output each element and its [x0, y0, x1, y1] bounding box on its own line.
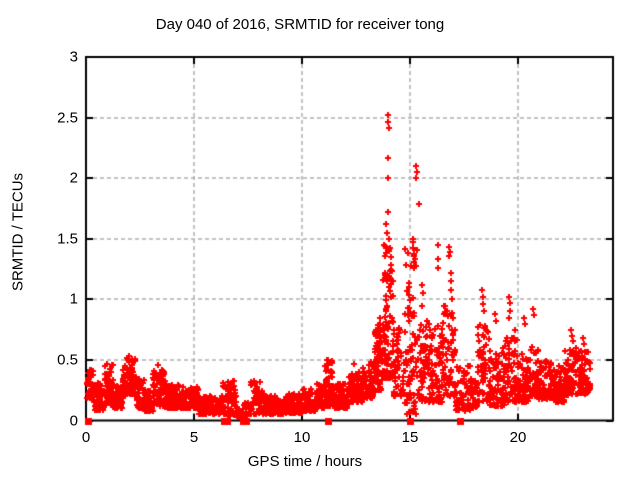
y-tick-label: 2	[69, 169, 78, 187]
x-tick-label: 5	[189, 428, 199, 446]
x-tick-label: 15	[401, 428, 419, 446]
y-tick-label: 0	[69, 412, 78, 429]
y-axis-label: SRMTID / TECUs	[9, 172, 27, 292]
y-tick-label: 2.5	[57, 109, 78, 127]
x-tick-label: 20	[509, 428, 527, 446]
y-tick-label: 0.5	[57, 351, 78, 369]
x-tick-label: 10	[293, 428, 311, 446]
y-tick-label: 1.5	[57, 230, 78, 248]
chart-title: Day 040 of 2016, SRMTID for receiver ton…	[155, 16, 445, 33]
x-tick-label: 0	[81, 428, 91, 446]
y-tick-label: 1	[69, 290, 78, 308]
x-axis-label: GPS time / hours	[247, 453, 363, 470]
y-tick-label: 3	[69, 48, 78, 66]
